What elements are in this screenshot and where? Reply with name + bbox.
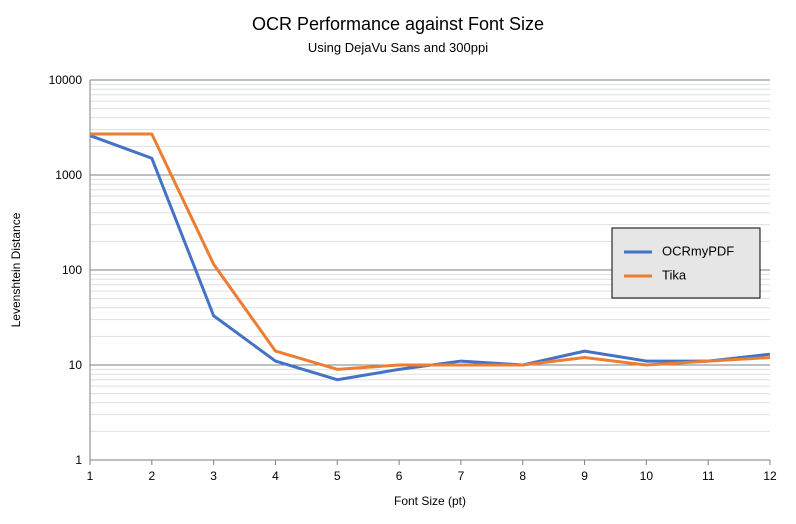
- legend-box: [612, 228, 760, 298]
- ocr-performance-chart: OCR Performance against Font Size Using D…: [0, 0, 796, 524]
- x-tick-label: 4: [272, 469, 279, 483]
- legend-label: Tika: [662, 267, 687, 282]
- x-tick-label: 8: [519, 469, 526, 483]
- chart-container: OCR Performance against Font Size Using D…: [0, 0, 796, 524]
- y-tick-label: 1000: [55, 168, 82, 182]
- x-tick-label: 11: [702, 469, 715, 483]
- y-tick-label: 10000: [49, 73, 83, 87]
- x-tick-label: 3: [210, 469, 217, 483]
- x-tick-label: 2: [148, 469, 155, 483]
- x-tick-label: 12: [763, 469, 777, 483]
- x-tick-label: 10: [640, 469, 654, 483]
- x-tick-label: 5: [334, 469, 341, 483]
- y-tick-label: 100: [62, 263, 82, 277]
- chart-title: OCR Performance against Font Size: [252, 14, 544, 34]
- x-tick-label: 7: [458, 469, 465, 483]
- y-axis-label: Levenshtein Distance: [9, 212, 23, 327]
- x-axis-label: Font Size (pt): [394, 494, 466, 508]
- x-tick-label: 9: [581, 469, 588, 483]
- y-tick-label: 1: [75, 453, 82, 467]
- chart-subtitle: Using DejaVu Sans and 300ppi: [308, 40, 488, 55]
- x-tick-label: 6: [396, 469, 403, 483]
- y-tick-label: 10: [69, 358, 83, 372]
- x-tick-label: 1: [87, 469, 94, 483]
- legend-label: OCRmyPDF: [662, 243, 734, 258]
